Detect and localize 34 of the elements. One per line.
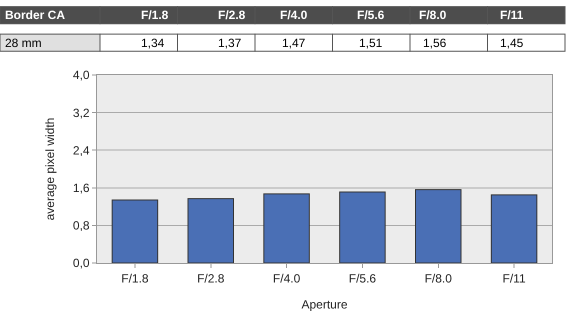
bar <box>263 193 310 263</box>
data-label: 1,56 <box>423 36 447 50</box>
y-tick-label: 0,0 <box>72 256 90 270</box>
y-tick-label: 0,8 <box>72 218 90 233</box>
data-label: 1,51 <box>359 36 383 50</box>
category-label: F/1.8 <box>141 8 168 22</box>
x-tick-label: F/8.0 <box>424 271 452 286</box>
bar <box>415 189 462 263</box>
x-tick-label: F/1.8 <box>121 271 149 286</box>
x-tick-label: F/2.8 <box>197 271 225 286</box>
data-label: 1,47 <box>282 36 306 50</box>
chart-title: Border CA <box>5 8 66 22</box>
bar <box>339 192 386 263</box>
x-tick-label: F/5.6 <box>348 271 376 286</box>
y-tick-label: 1,6 <box>72 181 90 195</box>
x-axis-title: Aperture <box>301 297 348 312</box>
category-label: F/11 <box>500 8 524 22</box>
y-tick-label: 2,4 <box>72 143 90 158</box>
x-tick-label: F/4.0 <box>272 271 301 286</box>
y-tick-label: 4,0 <box>72 68 90 82</box>
bar <box>188 198 234 263</box>
y-tick-label: 3,2 <box>72 106 90 120</box>
bar <box>112 200 158 263</box>
text: 28 mm <box>5 36 42 50</box>
category-label: F/5.6 <box>357 8 384 22</box>
data-label: 1,34 <box>141 36 165 50</box>
y-axis-title: average pixel width <box>43 118 58 220</box>
category-label: F/2.8 <box>218 8 246 22</box>
category-label: F/4.0 <box>280 8 308 22</box>
bar <box>490 194 538 263</box>
x-tick-label: F/11 <box>502 271 526 286</box>
data-label: 1,37 <box>218 36 242 50</box>
data-label: 1,45 <box>500 36 524 50</box>
category-label: F/8.0 <box>419 8 446 22</box>
